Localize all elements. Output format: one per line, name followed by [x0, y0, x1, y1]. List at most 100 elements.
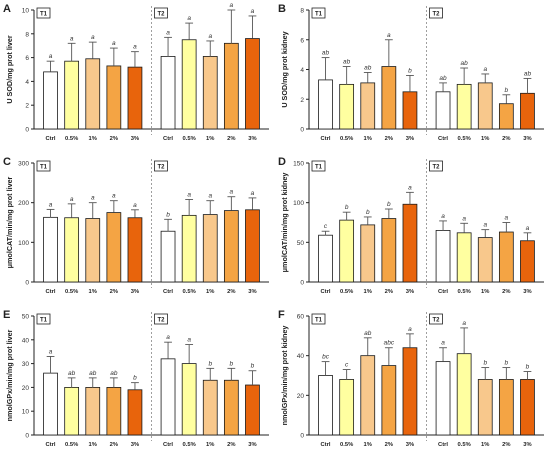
y-tick-label: 0 [300, 127, 304, 134]
x-tick-label: Ctrl [163, 289, 173, 295]
significance-letter: a [526, 225, 530, 232]
x-tick-label: 3% [248, 442, 256, 448]
significance-letter: a [49, 53, 53, 60]
x-tick-label: 2% [227, 289, 235, 295]
significance-letter: a [187, 191, 191, 198]
bar [64, 60, 80, 130]
significance-letter: a [462, 215, 466, 222]
bar [402, 347, 418, 436]
bar [245, 209, 260, 283]
group-label: T2 [432, 318, 440, 324]
panel-letter: A [3, 3, 11, 15]
x-tick-label: 0.5% [183, 289, 196, 295]
x-tick-label: 3% [523, 289, 531, 295]
significance-letter: ab [322, 50, 330, 57]
significance-letter: a [91, 195, 95, 202]
significance-letter: a [70, 196, 74, 203]
y-tick-label: 50 [297, 240, 305, 247]
x-tick-label: 1% [206, 136, 214, 142]
y-tick-label: 30 [22, 361, 30, 368]
panel-letter: D [278, 156, 286, 168]
significance-letter: ab [439, 75, 447, 82]
bar [106, 212, 122, 283]
y-tick-label: 20 [297, 393, 305, 400]
bar [318, 234, 333, 283]
bar [360, 355, 376, 436]
bar [106, 65, 122, 130]
x-tick-label: 2% [385, 442, 393, 448]
x-tick-label: 2% [502, 136, 510, 142]
significance-letter: a [70, 35, 74, 42]
y-tick-label: 150 [293, 161, 304, 168]
bar [127, 389, 143, 436]
significance-letter: a [441, 213, 445, 220]
bar [520, 379, 535, 436]
bar [43, 71, 58, 130]
significance-letter: a [166, 334, 170, 341]
x-tick-label: 1% [481, 136, 489, 142]
bar [339, 83, 355, 130]
bar [245, 384, 260, 436]
bar [245, 38, 260, 130]
y-tick-label: 10 [22, 8, 30, 15]
group-label: T1 [40, 12, 48, 18]
bar [360, 224, 376, 283]
x-tick-label: 2% [227, 136, 235, 142]
panel-letter: B [278, 3, 286, 15]
x-tick-label: 3% [248, 136, 256, 142]
x-tick-label: 3% [406, 289, 414, 295]
bar [85, 218, 101, 283]
y-tick-label: 2 [25, 103, 29, 110]
bar [202, 379, 218, 436]
y-tick-label: 50 [22, 314, 30, 321]
x-tick-label: Ctrl [46, 442, 56, 448]
y-tick-label: 300 [18, 161, 29, 168]
x-tick-label: Ctrl [438, 136, 448, 142]
significance-letter: ab [461, 60, 469, 67]
x-tick-label: 0.5% [458, 442, 471, 448]
bar [160, 230, 176, 283]
x-tick-label: 0.5% [458, 289, 471, 295]
y-axis-label: μmolCAT/min/mg prot liver [5, 176, 14, 268]
bar [127, 217, 143, 283]
significance-letter: a [230, 2, 234, 9]
bar [127, 66, 143, 130]
significance-letter: ab [524, 70, 532, 77]
bar [435, 230, 451, 283]
y-tick-label: 6 [25, 55, 29, 62]
significance-letter: a [49, 348, 53, 355]
bar [339, 219, 355, 283]
x-tick-label: 0.5% [458, 136, 471, 142]
significance-letter: ab [343, 59, 351, 66]
group-label: T1 [40, 165, 48, 171]
y-tick-label: 200 [18, 200, 29, 207]
chart-svg: A U SOD/mg prot liver 0 2 4 6 8 10 T1 a Ctrl a 0.5% a… [3, 2, 269, 142]
bar [223, 210, 239, 283]
x-tick-label: 0.5% [65, 442, 78, 448]
bar [160, 358, 176, 436]
y-tick-label: 2 [300, 97, 304, 104]
significance-letter: a [408, 184, 412, 191]
significance-letter: a [251, 190, 255, 197]
significance-letter: ab [364, 64, 372, 71]
significance-letter: a [112, 40, 116, 47]
x-tick-label: 3% [406, 442, 414, 448]
significance-letter: b [483, 360, 487, 367]
bar [339, 379, 355, 436]
bar [85, 58, 101, 130]
significance-letter: b [387, 201, 391, 208]
group-label-box [154, 7, 168, 19]
bar [202, 56, 218, 130]
group-label: T2 [432, 165, 440, 171]
x-tick-label: 1% [481, 289, 489, 295]
x-tick-label: Ctrl [321, 289, 331, 295]
bar [318, 79, 333, 130]
bar [43, 216, 58, 283]
x-tick-label: 0.5% [183, 136, 196, 142]
bar [181, 39, 197, 130]
bar [106, 387, 122, 436]
bar [520, 92, 535, 130]
significance-letter: a [133, 202, 137, 209]
